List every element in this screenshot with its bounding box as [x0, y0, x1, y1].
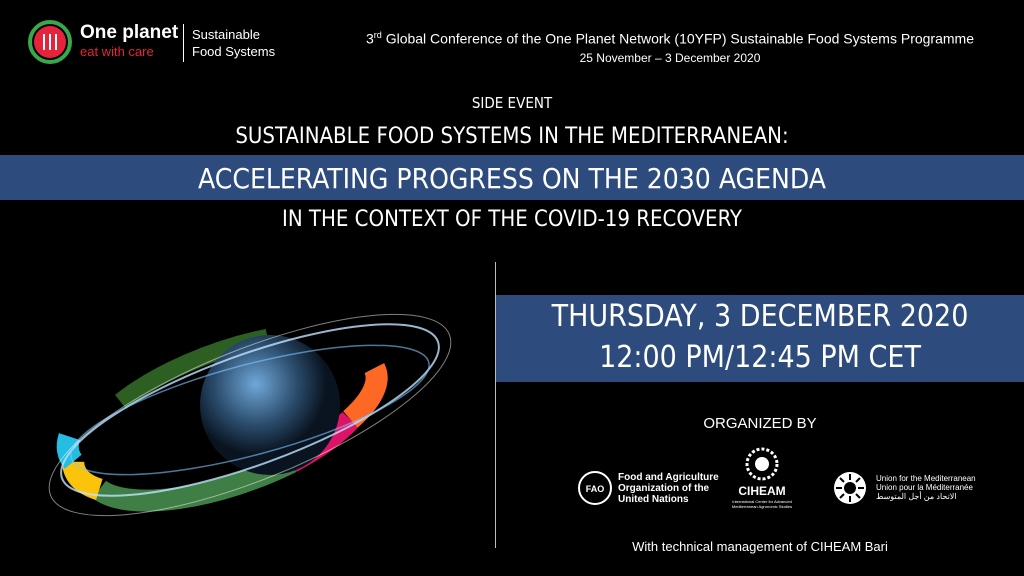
ufm-line: الاتحاد من أجل المتوسط [876, 492, 957, 501]
ufm-line: Union for the Mediterranean [876, 474, 976, 483]
side-event-label: SIDE EVENT [471, 94, 553, 112]
ufm-emblem [834, 472, 866, 504]
fao-acronym: FAO [586, 484, 605, 494]
ufm-name: Union for the Mediterranean Union pour la… [876, 474, 976, 501]
event-time: 12:00 PM/12:45 PM CET [599, 340, 921, 375]
ciheam-name: CIHEAM [738, 484, 786, 498]
ordinal: 3 [366, 30, 374, 47]
conference-dates: 25 November – 3 December 2020 [579, 51, 761, 65]
fao-emblem: FAO [578, 471, 612, 505]
ciheam-emblem [745, 447, 779, 481]
ufm-line: Union pour la Méditerranée [876, 483, 973, 492]
fao-line: Food and Agriculture [618, 472, 719, 483]
programme-line: Food Systems [192, 44, 276, 59]
event-title: SUSTAINABLE FOOD SYSTEMS IN THE MEDITERR… [235, 124, 789, 149]
globe-illustration [48, 313, 452, 517]
ciheam-subtitle: International Center for Advanced Mediter… [712, 499, 812, 509]
footer-note: With technical management of CIHEAM Bari [632, 539, 888, 554]
fao-line: Organization of the [618, 483, 710, 494]
programme-name: Sustainable Food Systems [192, 26, 275, 60]
divider [183, 24, 184, 62]
date-band [496, 295, 1024, 382]
organized-by-heading: ORGANIZED BY [703, 415, 817, 432]
programme-line: Sustainable [192, 27, 260, 42]
ciheam-line: International Center for Advanced [732, 499, 792, 504]
title-band [0, 155, 1024, 200]
logo-title: One planet [80, 22, 179, 43]
one-planet-logo [28, 20, 72, 64]
conference-title: 3rd Global Conference of the One Planet … [300, 30, 1024, 47]
vertical-divider [495, 262, 496, 548]
logo-tagline: eat with care [80, 44, 154, 59]
ordinal-suffix: rd [373, 30, 382, 40]
fao-line: United Nations [618, 494, 689, 505]
conference-text: Global Conference of the One Planet Netw… [385, 30, 974, 47]
event-title: IN THE CONTEXT OF THE COVID-19 RECOVERY [282, 207, 742, 232]
event-title: ACCELERATING PROGRESS ON THE 2030 AGENDA [198, 162, 826, 195]
event-date: THURSDAY, 3 DECEMBER 2020 [551, 299, 969, 334]
ciheam-line: Mediterranean Agronomic Studies [731, 504, 793, 509]
fao-name: Food and Agriculture Organization of the U… [618, 472, 719, 505]
